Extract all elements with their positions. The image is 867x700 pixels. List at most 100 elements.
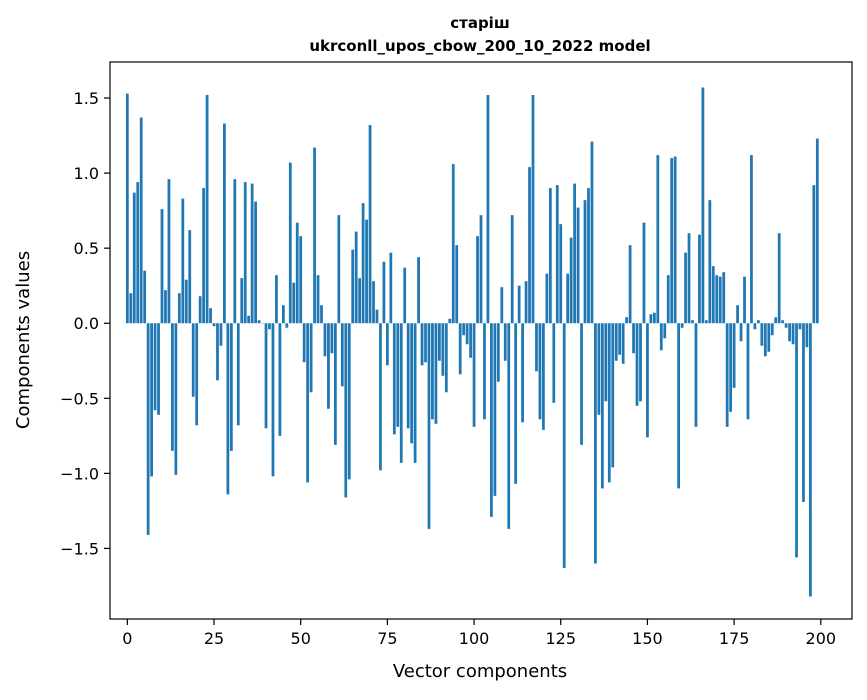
bar	[691, 320, 694, 323]
bar	[636, 323, 639, 406]
bar	[591, 142, 594, 324]
bar	[181, 199, 184, 324]
bar	[795, 323, 798, 557]
bar	[383, 262, 386, 324]
bar	[417, 257, 420, 323]
bar	[334, 323, 337, 445]
bar	[733, 323, 736, 388]
bar	[532, 95, 535, 323]
bar	[147, 323, 150, 535]
x-tick-label: 25	[204, 629, 224, 648]
x-tick-label: 125	[545, 629, 576, 648]
chart-title-line2: ukrconll_upos_cbow_200_10_2022 model	[309, 37, 650, 55]
bar	[126, 94, 129, 324]
bar	[337, 215, 340, 323]
bar	[584, 200, 587, 323]
bar	[459, 323, 462, 374]
bar	[816, 139, 819, 324]
bar	[428, 323, 431, 529]
bar	[150, 323, 153, 476]
bar	[764, 323, 767, 356]
bar	[164, 290, 167, 323]
y-tick-label: −0.5	[60, 389, 99, 408]
bar	[237, 323, 240, 425]
bar	[511, 215, 514, 323]
bar	[757, 320, 760, 323]
bar	[299, 236, 302, 323]
bar	[244, 182, 247, 323]
bar	[220, 323, 223, 346]
bar	[247, 316, 250, 324]
bar	[493, 323, 496, 496]
bar	[414, 323, 417, 463]
bar	[542, 323, 545, 430]
bar	[227, 323, 230, 494]
y-tick-label: 0.0	[74, 314, 99, 333]
y-tick-label: 0.5	[74, 239, 99, 258]
bar	[705, 320, 708, 323]
bar	[393, 323, 396, 434]
bar	[566, 274, 569, 324]
bar	[650, 314, 653, 323]
bar	[587, 188, 590, 323]
bar	[376, 310, 379, 324]
bar	[362, 203, 365, 323]
bar	[722, 272, 725, 323]
bar	[646, 323, 649, 437]
bar	[712, 266, 715, 323]
bar	[570, 238, 573, 324]
bar	[660, 323, 663, 350]
bar	[681, 323, 684, 328]
y-tick-label: −1.5	[60, 539, 99, 558]
bar	[781, 320, 784, 323]
bar	[195, 323, 198, 425]
bar	[518, 286, 521, 324]
bar	[618, 323, 621, 355]
bar	[365, 220, 368, 324]
bar	[615, 323, 618, 361]
bar	[199, 296, 202, 323]
bar	[268, 323, 271, 329]
bar	[802, 323, 805, 502]
x-tick-label: 50	[291, 629, 311, 648]
bar	[324, 323, 327, 356]
bar	[747, 323, 750, 419]
bar	[785, 323, 788, 328]
bar	[306, 323, 309, 482]
bar	[670, 158, 673, 323]
x-tick-label: 75	[377, 629, 397, 648]
x-tick-label: 0	[122, 629, 132, 648]
bar	[431, 323, 434, 419]
bar	[743, 277, 746, 324]
bar	[327, 323, 330, 409]
bar	[202, 188, 205, 323]
bar	[708, 200, 711, 323]
bar	[292, 283, 295, 324]
bar	[580, 323, 583, 445]
bar	[389, 253, 392, 324]
bar	[206, 95, 209, 323]
bar	[663, 323, 666, 338]
y-tick-label: 1.0	[74, 164, 99, 183]
bar	[455, 245, 458, 323]
bar	[372, 281, 375, 323]
bar	[452, 164, 455, 323]
bar	[563, 323, 566, 568]
bar	[178, 293, 181, 323]
bar	[275, 275, 278, 323]
bar	[552, 323, 555, 403]
bar	[545, 274, 548, 324]
bar	[684, 253, 687, 324]
bar	[594, 323, 597, 563]
bar	[726, 323, 729, 427]
bar	[767, 323, 770, 352]
bar	[216, 323, 219, 380]
bar	[369, 125, 372, 323]
bar	[400, 323, 403, 463]
bar	[396, 323, 399, 427]
bar	[487, 95, 490, 323]
bar	[213, 323, 216, 326]
bar	[469, 323, 472, 358]
bar	[320, 305, 323, 323]
bar	[282, 305, 285, 323]
